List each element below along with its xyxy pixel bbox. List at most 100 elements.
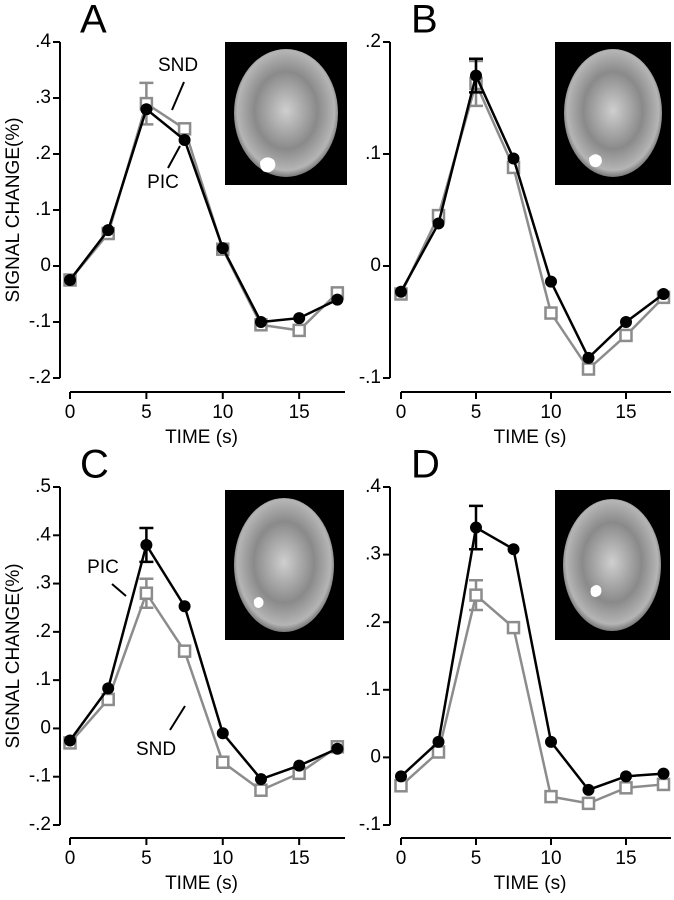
y-tick-label: -.1 <box>29 766 51 787</box>
marker <box>432 735 445 748</box>
y-tick-label: .2 <box>35 621 51 642</box>
x-axis-label: TIME (s) <box>165 873 238 894</box>
y-tick-label: .2 <box>365 611 381 632</box>
panel-label: D <box>411 443 440 487</box>
y-axis-label: SIGNAL CHANGE(%) <box>3 117 24 302</box>
marker <box>139 586 154 600</box>
marker <box>545 275 557 288</box>
y-tick-label: .4 <box>35 31 51 52</box>
marker <box>395 770 407 783</box>
marker <box>177 644 192 658</box>
marker <box>581 796 596 811</box>
marker <box>292 323 306 338</box>
marker <box>657 767 670 780</box>
marker <box>140 538 153 551</box>
y-tick-label: .3 <box>35 573 51 594</box>
y-tick-label: .1 <box>365 679 381 700</box>
marker <box>581 362 596 376</box>
series-line <box>400 525 664 792</box>
y-tick-label: -.1 <box>29 311 51 332</box>
brain-inset <box>225 42 347 185</box>
marker <box>293 759 306 772</box>
marker <box>216 727 229 740</box>
y-tick-label: 0 <box>40 255 51 276</box>
x-tick-label: 5 <box>471 848 482 869</box>
marker <box>470 69 482 82</box>
y-tick-label: 0 <box>370 255 381 276</box>
x-tick-label: 5 <box>141 402 152 423</box>
marker <box>102 682 115 695</box>
marker <box>178 134 191 146</box>
series <box>394 579 671 811</box>
y-tick-label: .1 <box>35 669 51 690</box>
marker <box>620 316 632 328</box>
brain-inset <box>555 490 670 640</box>
y-axis-label: SIGNAL CHANGE(%) <box>3 563 24 748</box>
marker <box>619 328 633 343</box>
marker <box>431 745 446 759</box>
x-tick-label: 15 <box>615 402 636 423</box>
callout-line <box>111 583 127 597</box>
y-tick-label: -.1 <box>359 367 381 388</box>
y-tick-label: 0 <box>40 717 51 738</box>
y-tick-label: .4 <box>365 476 381 497</box>
marker <box>656 777 671 792</box>
series-label: SND <box>158 55 198 76</box>
x-tick-label: 10 <box>540 402 561 423</box>
series-label: SND <box>136 739 176 760</box>
callout-line <box>167 145 181 169</box>
x-tick-label: 5 <box>471 402 482 423</box>
marker <box>620 770 632 783</box>
marker <box>507 543 520 556</box>
y-tick-label: -.2 <box>29 814 51 835</box>
marker <box>102 224 115 237</box>
y-tick-label: -.1 <box>359 814 381 835</box>
marker <box>254 773 267 786</box>
x-axis-label: TIME (s) <box>494 427 567 448</box>
y-tick-label: .3 <box>365 544 381 565</box>
panel-label: C <box>80 443 109 487</box>
marker <box>254 783 268 797</box>
marker <box>582 351 595 364</box>
marker <box>506 620 521 635</box>
marker <box>507 152 520 165</box>
y-tick-label: .4 <box>35 524 51 545</box>
marker <box>619 781 633 795</box>
marker <box>293 312 306 325</box>
marker <box>545 735 557 748</box>
x-tick-label: 0 <box>65 848 76 869</box>
y-tick-label: .1 <box>35 199 51 220</box>
x-tick-label: 10 <box>212 402 233 423</box>
y-tick-label: .1 <box>365 143 381 164</box>
y-tick-label: -.2 <box>29 367 51 388</box>
marker <box>177 122 192 136</box>
marker <box>657 288 670 300</box>
x-tick-label: 0 <box>396 402 407 423</box>
series-line <box>69 107 338 324</box>
marker <box>470 521 482 534</box>
callout-line <box>171 81 185 111</box>
y-tick-label: .3 <box>35 87 51 108</box>
x-tick-label: 15 <box>615 848 636 869</box>
x-tick-label: 10 <box>540 848 561 869</box>
y-tick-label: .5 <box>35 476 51 497</box>
marker <box>395 285 407 298</box>
marker <box>64 734 76 747</box>
x-tick-label: 15 <box>289 848 310 869</box>
series-label: PIC <box>87 557 119 578</box>
series <box>395 57 670 364</box>
marker <box>254 316 267 328</box>
x-axis-label: TIME (s) <box>165 427 238 448</box>
brain-inset <box>225 490 344 640</box>
series <box>64 526 344 786</box>
callout-line <box>169 705 186 731</box>
marker <box>331 742 344 755</box>
series <box>64 103 344 328</box>
series <box>395 504 670 796</box>
x-tick-label: 10 <box>212 848 233 869</box>
x-tick-label: 5 <box>141 848 152 869</box>
marker <box>469 588 483 602</box>
panel-label: A <box>80 0 107 42</box>
y-tick-label: .2 <box>365 31 381 52</box>
